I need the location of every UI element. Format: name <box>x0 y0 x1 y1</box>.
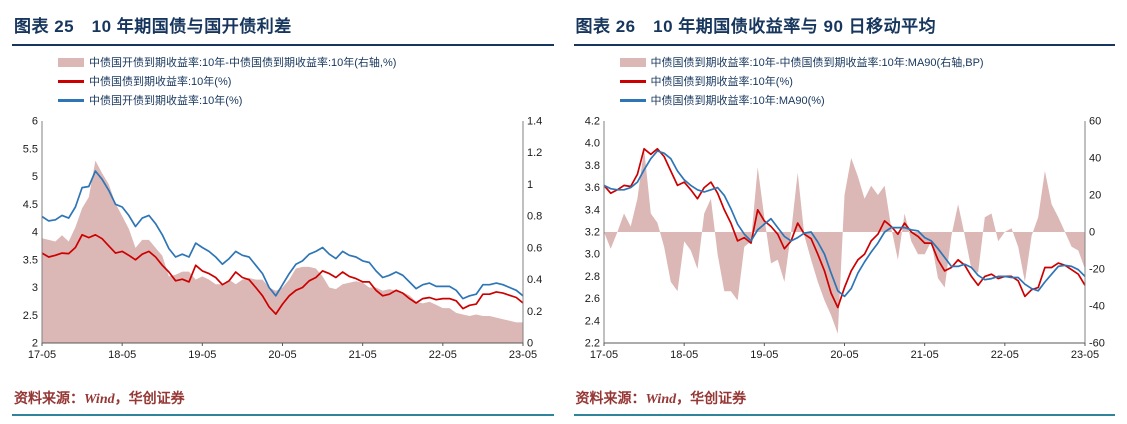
svg-text:17-05: 17-05 <box>589 349 617 361</box>
figure-25-legend: 中债国开债到期收益率:10年-中债国债到期收益率:10年(右轴,%) 中债国债到… <box>58 54 554 111</box>
svg-text:2.8: 2.8 <box>584 271 599 283</box>
svg-text:4.2: 4.2 <box>584 116 599 128</box>
svg-text:18-05: 18-05 <box>670 349 698 361</box>
svg-text:3.8: 3.8 <box>584 160 599 172</box>
legend-label: 中债国债到期收益率:10年(%) <box>89 76 232 88</box>
legend-item: 中债国开债到期收益率:10年(%) <box>58 92 554 108</box>
figure-25-source: 资料来源：Wind，华创证券 <box>12 384 554 414</box>
svg-text:20: 20 <box>1089 190 1101 202</box>
svg-text:0: 0 <box>527 338 533 350</box>
svg-text:19-05: 19-05 <box>188 349 216 361</box>
panel-bottom-rule <box>12 414 554 416</box>
line-swatch-icon <box>58 79 84 83</box>
svg-text:0.4: 0.4 <box>527 274 542 286</box>
svg-text:2.4: 2.4 <box>584 315 599 327</box>
svg-text:0.8: 0.8 <box>527 211 542 223</box>
svg-text:21-05: 21-05 <box>910 349 938 361</box>
svg-text:1.2: 1.2 <box>527 147 542 159</box>
svg-text:3.6: 3.6 <box>584 182 599 194</box>
figure-26-panel: 图表 26 10 年期国债收益率与 90 日移动平均 中债国债到期收益率:10年… <box>573 8 1116 424</box>
legend-item: 中债国债到期收益率:10年-中债国债到期收益率:10年:MA90(右轴,BP) <box>619 54 1116 70</box>
svg-text:3.4: 3.4 <box>584 204 599 216</box>
figure-26-title: 图表 26 10 年期国债收益率与 90 日移动平均 <box>573 8 1115 46</box>
area-swatch-icon <box>58 57 84 67</box>
svg-text:0: 0 <box>1089 227 1095 239</box>
svg-text:4.5: 4.5 <box>23 199 38 211</box>
svg-text:0.6: 0.6 <box>527 242 542 254</box>
svg-text:23-05: 23-05 <box>509 349 537 361</box>
svg-text:6: 6 <box>32 116 38 128</box>
line-swatch-icon <box>619 98 646 102</box>
svg-text:22-05: 22-05 <box>429 349 457 361</box>
svg-text:2.2: 2.2 <box>584 338 599 350</box>
legend-label: 中债国债到期收益率:10年(%) <box>650 76 793 88</box>
svg-text:-60: -60 <box>1089 338 1105 350</box>
svg-text:5.5: 5.5 <box>23 143 38 155</box>
svg-text:17-05: 17-05 <box>28 349 56 361</box>
legend-item: 中债国债到期收益率:10年:MA90(%) <box>619 92 1116 108</box>
svg-text:0.2: 0.2 <box>527 306 542 318</box>
svg-text:-20: -20 <box>1089 264 1105 276</box>
svg-text:40: 40 <box>1089 153 1101 165</box>
source-prefix: 资料来源： <box>14 390 84 406</box>
figure-26-legend: 中债国债到期收益率:10年-中债国债到期收益率:10年:MA90(右轴,BP) … <box>619 54 1116 111</box>
svg-text:4: 4 <box>32 227 38 239</box>
svg-text:60: 60 <box>1089 116 1101 128</box>
line-swatch-icon <box>619 79 646 83</box>
figure-25-panel: 图表 25 10 年期国债与国开债利差 中债国开债到期收益率:10年-中债国债到… <box>12 8 554 424</box>
figure-25-title: 图表 25 10 年期国债与国开债利差 <box>12 8 554 46</box>
line-swatch-icon <box>58 98 84 102</box>
panel-bottom-rule <box>573 414 1115 416</box>
svg-text:1.4: 1.4 <box>527 116 542 128</box>
legend-label: 中债国债到期收益率:10年:MA90(%) <box>650 95 825 107</box>
svg-text:2.6: 2.6 <box>584 293 599 305</box>
svg-text:4.0: 4.0 <box>584 138 599 150</box>
svg-text:20-05: 20-05 <box>268 349 296 361</box>
svg-text:19-05: 19-05 <box>750 349 778 361</box>
svg-text:3.0: 3.0 <box>584 249 599 261</box>
svg-text:3: 3 <box>32 282 38 294</box>
svg-text:2: 2 <box>32 338 38 350</box>
figure-25-chart: 6 5.5 5 4.5 4 3.5 3 2.5 2 1.4 1.2 1 0.8 0.6 0.4 0.2 0 17-… <box>23 116 543 362</box>
figure-26-chart: 4.2 4.0 3.8 3.6 3.4 3.2 3.0 2.8 2.6 2.4 2.2 60 40 20 0… <box>584 116 1105 362</box>
svg-text:23-05: 23-05 <box>1070 349 1098 361</box>
source-wind: Wind <box>84 392 115 407</box>
svg-text:2.5: 2.5 <box>23 310 38 322</box>
svg-text:1: 1 <box>527 179 533 191</box>
source-wind: Wind <box>645 392 677 407</box>
svg-text:3.2: 3.2 <box>584 227 599 239</box>
svg-text:-40: -40 <box>1089 301 1105 313</box>
legend-item: 中债国债到期收益率:10年(%) <box>58 73 554 89</box>
svg-text:5: 5 <box>32 171 38 183</box>
svg-text:22-05: 22-05 <box>990 349 1018 361</box>
legend-item: 中债国债到期收益率:10年(%) <box>619 73 1116 89</box>
legend-label: 中债国开债到期收益率:10年-中债国债到期收益率:10年(右轴,%) <box>89 57 397 69</box>
legend-label: 中债国开债到期收益率:10年(%) <box>89 95 243 107</box>
svg-text:3.5: 3.5 <box>23 254 38 266</box>
legend-item: 中债国开债到期收益率:10年-中债国债到期收益率:10年(右轴,%) <box>58 54 554 70</box>
legend-label: 中债国债到期收益率:10年-中债国债到期收益率:10年:MA90(右轴,BP) <box>650 57 984 69</box>
svg-text:21-05: 21-05 <box>349 349 377 361</box>
svg-text:18-05: 18-05 <box>108 349 136 361</box>
figure-26-source: 资料来源：Wind，华创证券 <box>574 384 1116 414</box>
source-prefix: 资料来源： <box>575 390 646 406</box>
source-rest: ，华创证券 <box>114 390 185 406</box>
svg-text:20-05: 20-05 <box>830 349 858 361</box>
area-swatch-icon <box>619 57 646 67</box>
source-rest: ，华创证券 <box>676 390 747 406</box>
